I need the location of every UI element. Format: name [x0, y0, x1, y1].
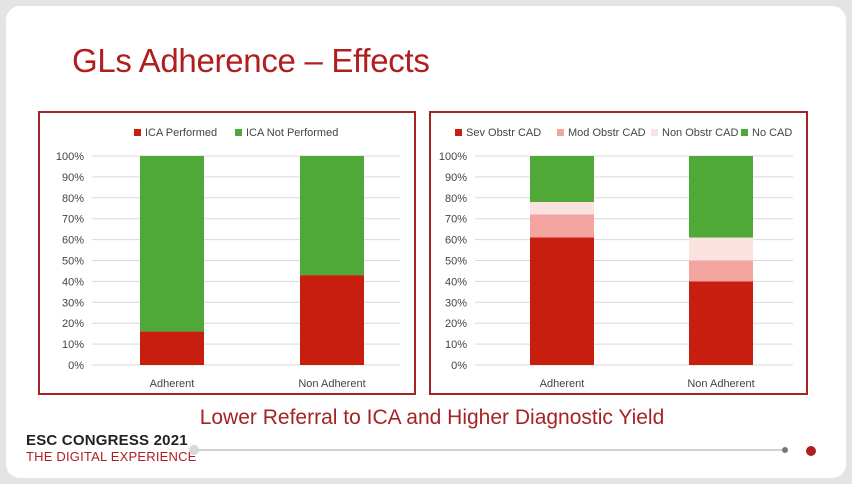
bar-segment-non-obstr-cad — [530, 201, 594, 215]
y-tick-label: 50% — [62, 256, 84, 268]
legend-swatch-no-cad — [741, 129, 748, 136]
bar-segment-mod-obstr-cad — [689, 260, 753, 282]
legend-label-ica-performed: ICA Performed — [145, 127, 217, 139]
y-tick-label: 30% — [62, 297, 84, 309]
legend-swatch-ica-performed — [134, 129, 141, 136]
x-category-label: Non Adherent — [687, 378, 754, 390]
bar-segment-sev-obstr-cad — [689, 281, 753, 365]
presentation-progress-track[interactable] — [193, 449, 787, 451]
chart-diagnostic-yield-svg: 0% 10% 20% 30% 40% 50% 60% 70% 80% 90% 100% Adheren… — [439, 127, 793, 390]
brand-tagline: THE DIGITAL EXPERIENCE — [26, 449, 197, 464]
y-tick-label: 70% — [62, 214, 84, 226]
bar-segment-ica-not-performed — [300, 156, 364, 276]
y-tick-label: 20% — [445, 318, 467, 330]
progress-start-dot[interactable] — [189, 445, 199, 455]
y-tick-label: 0% — [451, 360, 467, 372]
y-tick-label: 100% — [56, 151, 84, 163]
y-tick-label: 40% — [445, 276, 467, 288]
legend-swatch-ica-not-performed — [235, 129, 242, 136]
legend-label-no-cad: No CAD — [752, 127, 792, 139]
x-category-label: Adherent — [150, 378, 195, 390]
legend-swatch-mod-obstr-cad — [557, 129, 564, 136]
y-tick-label: 10% — [445, 339, 467, 351]
x-category-label: Adherent — [540, 378, 585, 390]
y-tick-label: 90% — [445, 172, 467, 184]
bar-segment-ica-not-performed — [140, 156, 204, 332]
chart-ica-referral: 0% 10% 20% 30% 40% 50% 60% 70% 80% 90% 100% Adheren… — [38, 111, 416, 395]
y-tick-label: 10% — [62, 339, 84, 351]
y-tick-label: 80% — [445, 193, 467, 205]
y-tick-label: 60% — [62, 235, 84, 247]
y-tick-label: 100% — [439, 151, 467, 163]
y-tick-label: 90% — [62, 172, 84, 184]
bar-segment-mod-obstr-cad — [530, 214, 594, 238]
legend-label-ica-not-performed: ICA Not Performed — [246, 127, 338, 139]
slide: GLs Adherence – Effects 0% 10% 20% 30% 40% 50… — [6, 6, 846, 478]
y-tick-label: 0% — [68, 360, 84, 372]
bar-segment-no-cad — [530, 156, 594, 202]
progress-marker-dot[interactable] — [782, 447, 788, 453]
legend-label-sev-obstr-cad: Sev Obstr CAD — [466, 127, 541, 139]
bar-segment-sev-obstr-cad — [530, 237, 594, 365]
y-tick-label: 40% — [62, 276, 84, 288]
legend-label-mod-obstr-cad: Mod Obstr CAD — [568, 127, 646, 139]
slide-title: GLs Adherence – Effects — [72, 42, 430, 79]
bar-segment-ica-performed — [140, 331, 204, 365]
y-tick-label: 50% — [445, 256, 467, 268]
chart-diagnostic-yield: 0% 10% 20% 30% 40% 50% 60% 70% 80% 90% 100% Adheren… — [429, 111, 808, 395]
progress-current-dot[interactable] — [806, 446, 816, 456]
y-tick-label: 60% — [445, 235, 467, 247]
y-tick-label: 80% — [62, 193, 84, 205]
y-tick-label: 30% — [445, 297, 467, 309]
legend-label-non-obstr-cad: Non Obstr CAD — [662, 127, 738, 139]
bar-segment-non-obstr-cad — [689, 237, 753, 261]
chart-ica-referral-svg: 0% 10% 20% 30% 40% 50% 60% 70% 80% 90% 100% Adheren… — [56, 127, 400, 390]
bar-segment-no-cad — [689, 156, 753, 238]
legend-swatch-non-obstr-cad — [651, 129, 658, 136]
x-category-label: Non Adherent — [298, 378, 365, 390]
y-tick-label: 20% — [62, 318, 84, 330]
bar-segment-ica-performed — [300, 275, 364, 365]
brand-name: ESC CONGRESS 2021 — [26, 432, 188, 449]
legend-swatch-sev-obstr-cad — [455, 129, 462, 136]
y-tick-label: 70% — [445, 214, 467, 226]
slide-subtitle: Lower Referral to ICA and Higher Diagnos… — [199, 406, 665, 429]
